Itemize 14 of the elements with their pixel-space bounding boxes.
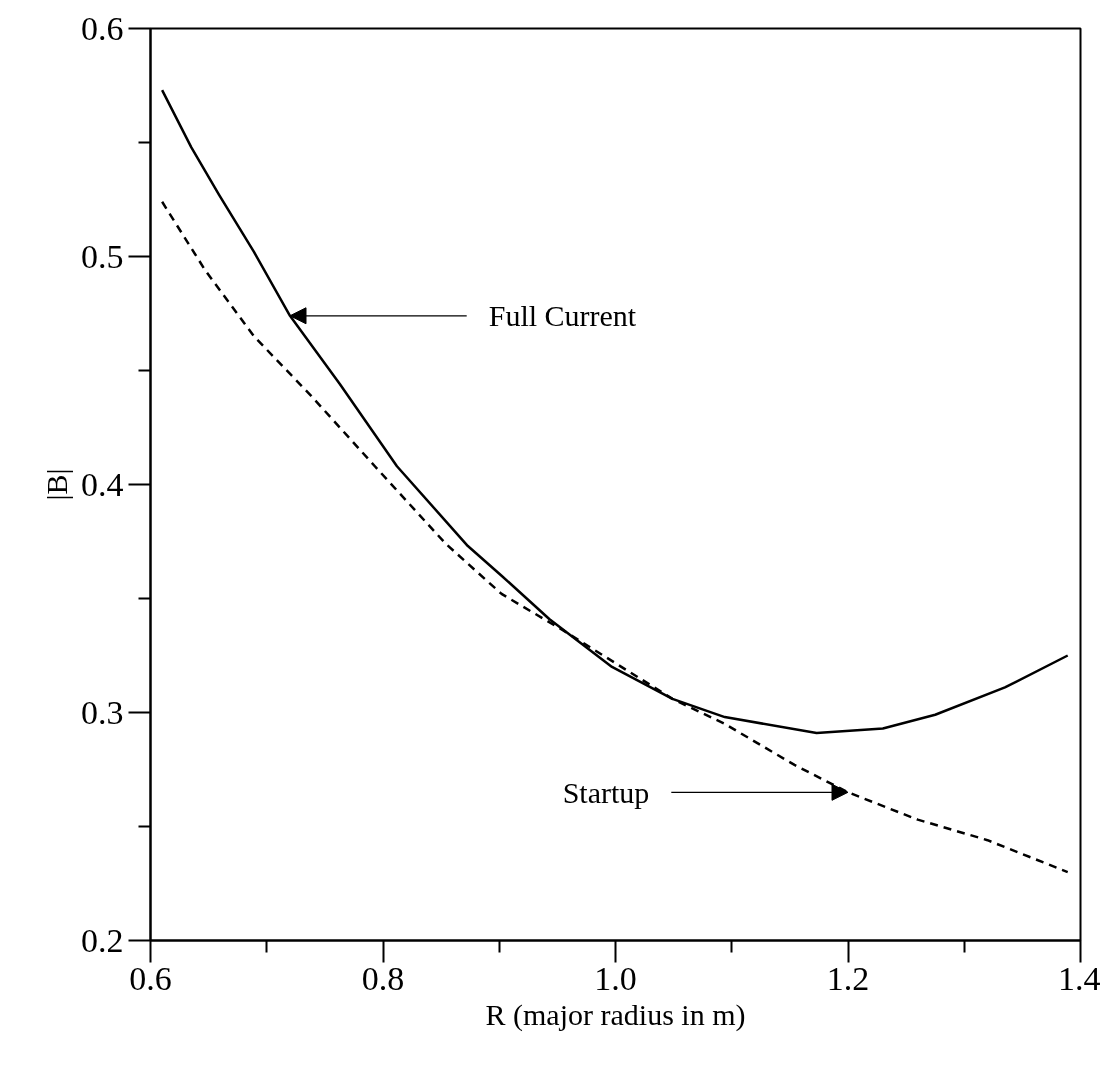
x-tick-label: 0.8 xyxy=(361,959,405,997)
y-tick-label: 0.2 xyxy=(81,921,124,959)
y-axis-title: |B| xyxy=(40,468,73,501)
x-tick-label: 1.4 xyxy=(1058,959,1101,997)
x-tick-label: 0.6 xyxy=(129,959,172,997)
y-tick-label: 0.5 xyxy=(81,237,124,275)
x-tick-label: 1.2 xyxy=(826,959,870,997)
y-tick-label: 0.3 xyxy=(81,693,124,731)
y-tick-label: 0.4 xyxy=(81,465,124,503)
annotation: Startup xyxy=(562,775,650,809)
y-tick-label: 0.6 xyxy=(81,9,124,47)
x-axis-title: R (major radius in m) xyxy=(485,997,746,1032)
annotation: Full Current xyxy=(488,299,637,333)
x-tick-label: 1.0 xyxy=(594,959,637,997)
